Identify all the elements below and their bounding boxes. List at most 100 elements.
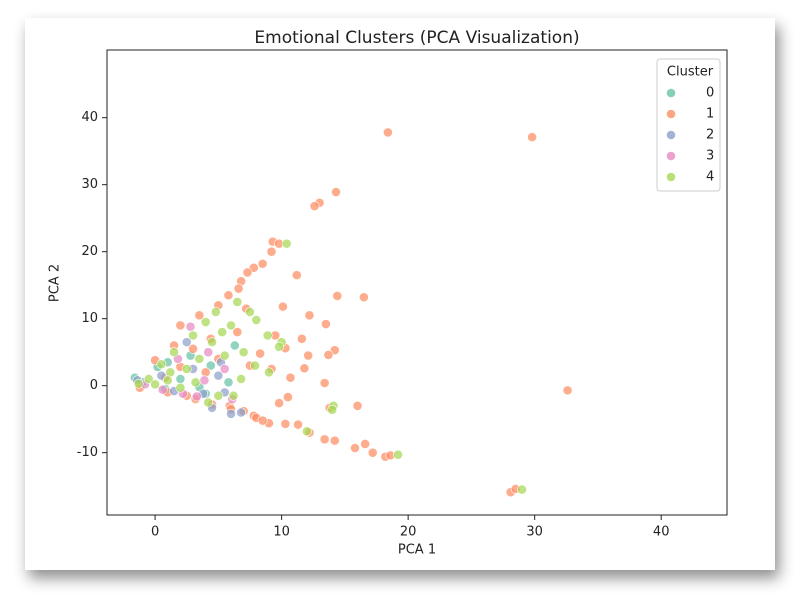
- point: [210, 307, 221, 317]
- y-tick-label: 40: [81, 110, 98, 125]
- point: [319, 434, 330, 445]
- legend-label: 0: [706, 86, 714, 101]
- legend-label: 4: [706, 170, 714, 185]
- point: [250, 360, 260, 371]
- point: [232, 297, 243, 307]
- point: [156, 359, 167, 370]
- point: [323, 349, 334, 360]
- point: [527, 132, 538, 143]
- point: [329, 435, 340, 446]
- point: [517, 484, 527, 495]
- plot-area: [106, 49, 728, 516]
- point: [358, 292, 369, 303]
- point: [319, 378, 330, 388]
- point: [207, 337, 217, 348]
- y-axis-label: PCA 2: [48, 264, 63, 302]
- point: [233, 283, 244, 294]
- y-tick-label: 10: [81, 311, 98, 326]
- point: [255, 348, 266, 359]
- point: [188, 343, 198, 354]
- legend-marker: [666, 130, 676, 140]
- x-tick-label: 10: [273, 525, 290, 540]
- point: [223, 377, 234, 388]
- point: [264, 367, 274, 378]
- point: [266, 246, 277, 257]
- point: [194, 310, 205, 321]
- point: [309, 201, 320, 212]
- point: [188, 330, 198, 341]
- point: [175, 382, 186, 393]
- point: [229, 340, 240, 351]
- y-tick-label: 0: [90, 378, 98, 393]
- point: [562, 385, 573, 396]
- point: [232, 327, 243, 337]
- point: [327, 404, 338, 415]
- point: [181, 337, 192, 348]
- legend-title: Cluster: [667, 65, 714, 80]
- point: [203, 347, 214, 358]
- point: [205, 360, 216, 371]
- y-tick-label: 30: [81, 177, 98, 192]
- points: [129, 127, 573, 498]
- point: [393, 449, 403, 460]
- point: [150, 379, 160, 390]
- x-tick-label: 30: [526, 525, 543, 540]
- legend-label: 1: [706, 107, 714, 122]
- point: [242, 267, 253, 278]
- point: [274, 398, 284, 409]
- point: [157, 384, 168, 395]
- x-axis-label: PCA 1: [398, 543, 436, 558]
- point: [257, 415, 268, 426]
- point: [245, 307, 255, 317]
- legend-marker: [666, 109, 676, 119]
- point: [331, 187, 341, 197]
- point: [200, 317, 211, 327]
- point: [367, 447, 378, 458]
- x-tick-label: 40: [653, 525, 670, 540]
- point: [143, 374, 154, 384]
- point: [332, 291, 343, 301]
- y-tick-label: 20: [81, 244, 98, 259]
- legend-label: 3: [706, 149, 714, 164]
- point: [219, 350, 230, 361]
- legend-label: 2: [706, 128, 714, 143]
- point: [199, 375, 210, 386]
- x-tick-label: 0: [151, 525, 159, 540]
- point: [350, 443, 360, 453]
- point: [175, 320, 186, 331]
- point: [213, 370, 224, 381]
- point: [296, 333, 307, 344]
- point: [223, 290, 234, 301]
- point: [238, 347, 249, 358]
- point: [283, 392, 293, 402]
- point: [262, 330, 273, 341]
- point: [257, 258, 268, 269]
- point: [194, 353, 205, 364]
- point: [228, 390, 239, 401]
- legend-marker: [666, 88, 676, 98]
- point: [191, 391, 202, 402]
- legend-marker: [666, 151, 676, 161]
- point: [277, 301, 288, 312]
- point: [236, 374, 247, 384]
- point: [236, 407, 247, 418]
- point: [190, 377, 201, 388]
- point: [352, 400, 363, 411]
- point: [320, 319, 331, 329]
- point: [302, 426, 312, 437]
- point: [251, 315, 262, 325]
- point: [181, 364, 192, 374]
- point: [280, 418, 291, 429]
- point: [203, 397, 214, 408]
- x-tick-label: 20: [400, 525, 417, 540]
- point: [133, 378, 144, 389]
- point: [274, 341, 284, 352]
- point: [217, 327, 228, 337]
- chart-title: Emotional Clusters (PCA Visualization): [254, 28, 579, 48]
- point: [226, 408, 236, 419]
- legend-marker: [666, 172, 676, 182]
- point: [285, 372, 296, 383]
- point: [382, 127, 393, 138]
- point: [293, 419, 303, 430]
